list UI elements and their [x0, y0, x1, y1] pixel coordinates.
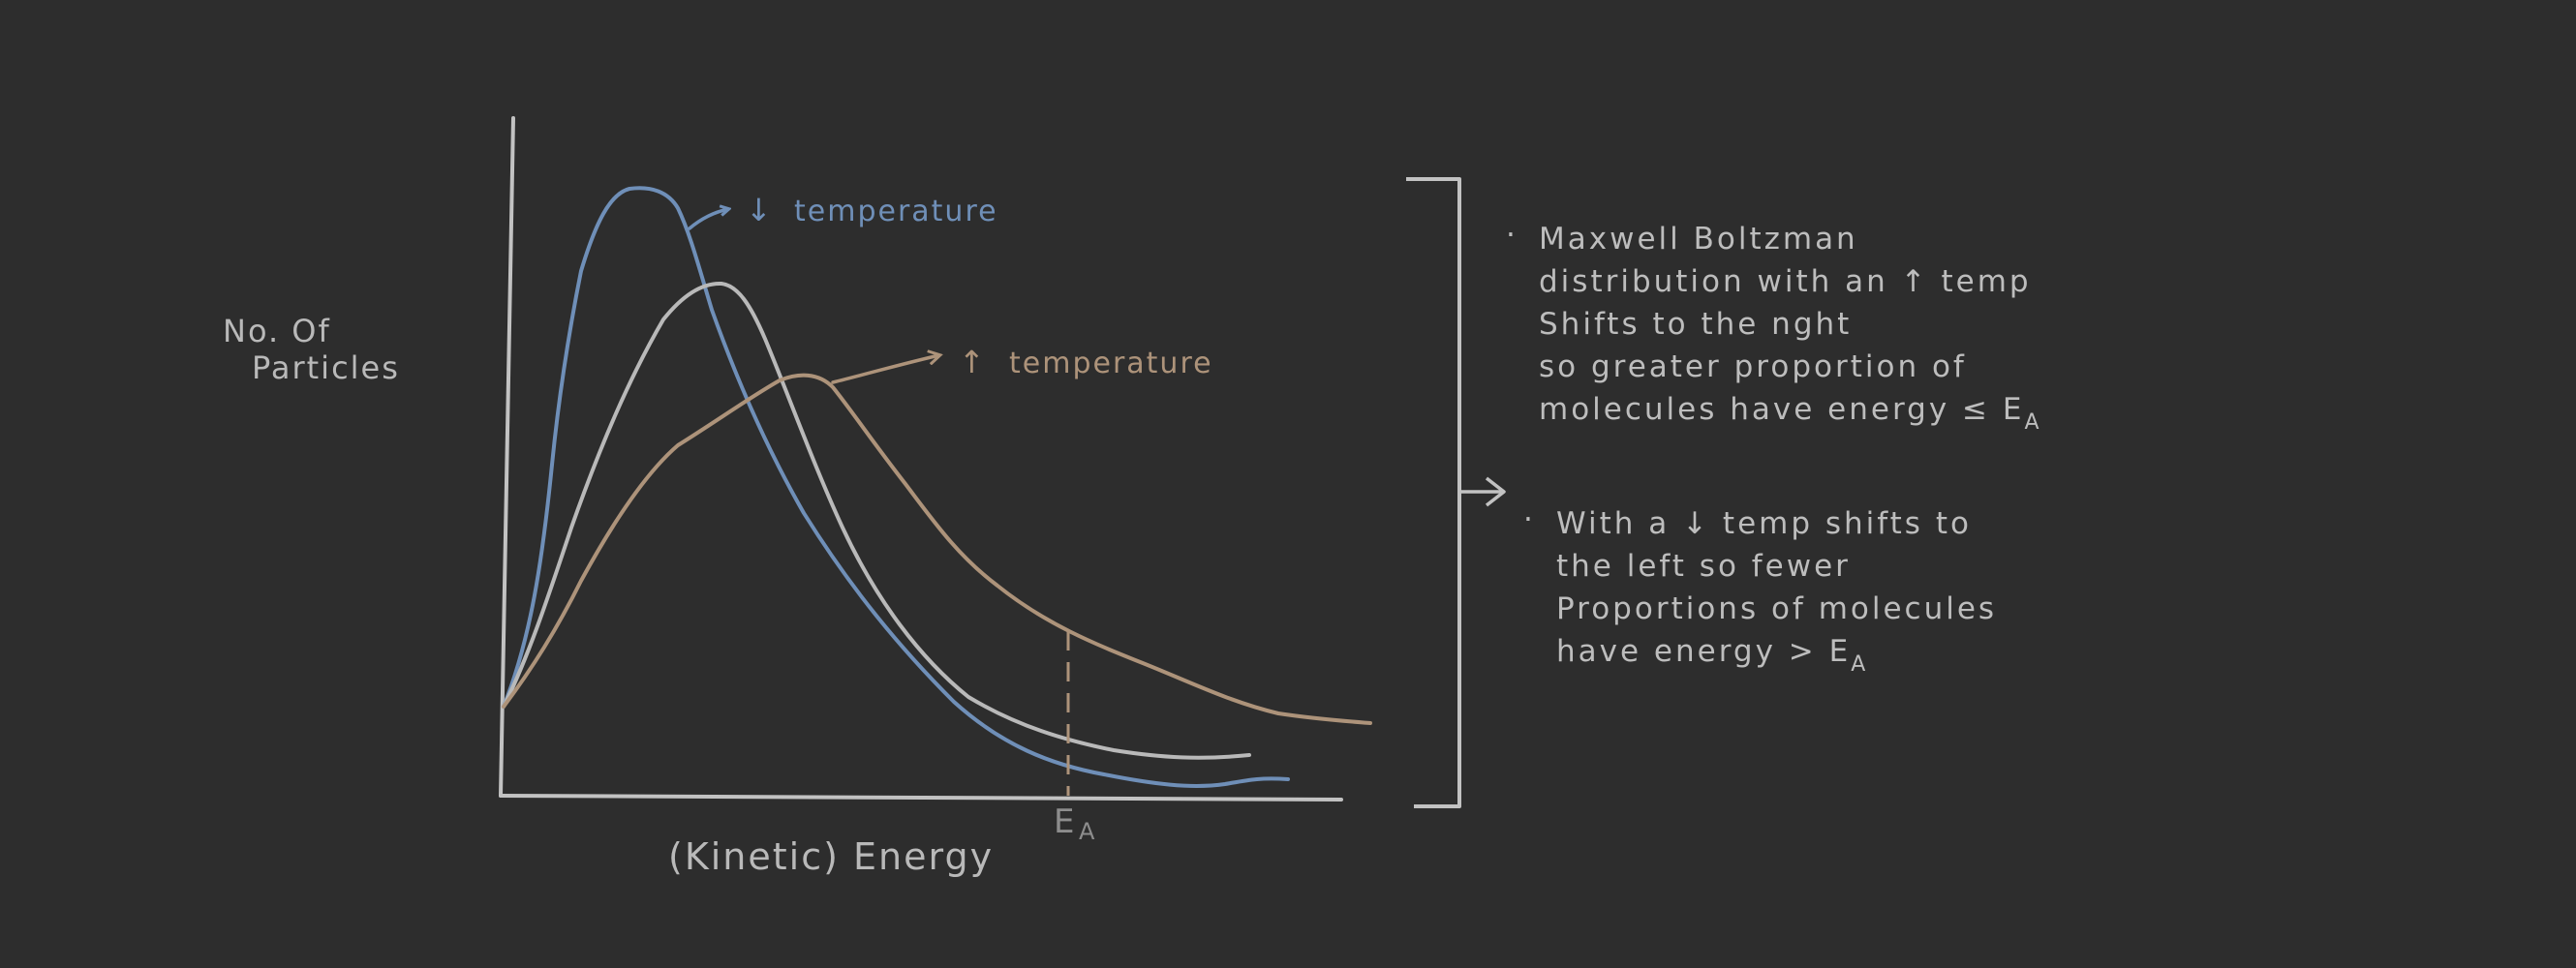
high-temperature-pointer	[831, 355, 939, 384]
note-1-line-4: so greater proportion of	[1539, 349, 1967, 384]
annotation-low-label: temperature	[794, 195, 998, 228]
note-2-line-1: With a ↓ temp shifts to	[1556, 506, 1972, 541]
x-axis	[499, 794, 1343, 802]
notes-panel: · Maxwell Boltzman distribution with an …	[1506, 218, 2203, 744]
x-axis-label: (Kinetic) Energy	[668, 835, 994, 878]
note-2-line-4-sub: A	[1851, 652, 1866, 677]
y-axis	[499, 116, 515, 798]
annotation-high-label: temperature	[1009, 347, 1213, 380]
note-2-line-4-text: have energy > E	[1556, 634, 1852, 669]
annotation-low-arrow: ↓	[746, 192, 774, 228]
note-1-bullet: ·	[1506, 218, 1518, 253]
note-1-line-3: Shifts to the nght	[1539, 307, 1853, 342]
note-1: · Maxwell Boltzman distribution with an …	[1506, 218, 2203, 435]
note-2-bullet: ·	[1523, 502, 1536, 537]
x-marker-main: E	[1054, 802, 1076, 841]
note-2-line-3: Proportions of molecules	[1556, 591, 1998, 626]
series-line-high-temperature	[502, 373, 1372, 725]
low-temperature-pointer	[688, 209, 728, 230]
annotation-high-arrow: ↑	[959, 344, 987, 380]
y-axis-label-line-1: No. Of	[223, 313, 331, 349]
y-axis-label-line-2: Particles	[252, 349, 400, 386]
bracket-arrow-head	[1485, 476, 1506, 507]
note-1-line-1: Maxwell Boltzman	[1539, 222, 1858, 257]
note-2: · With a ↓ temp shifts to the left so fe…	[1523, 502, 2203, 677]
series-line-reference	[502, 281, 1251, 760]
note-2-line-4: have energy > EA	[1556, 630, 2203, 677]
note-1-line-5-text: molecules have energy ≤ E	[1539, 392, 2025, 427]
note-1-line-5: molecules have energy ≤ EA	[1539, 388, 2203, 435]
note-2-line-2: the left so fewer	[1556, 549, 1851, 584]
notes-bracket	[1406, 177, 1461, 808]
note-1-line-5-sub: A	[2024, 410, 2039, 435]
series-line-low-temperature	[502, 186, 1290, 788]
note-1-line-2: distribution with an ↑ temp	[1539, 264, 2032, 299]
x-marker-sub: A	[1079, 818, 1096, 845]
